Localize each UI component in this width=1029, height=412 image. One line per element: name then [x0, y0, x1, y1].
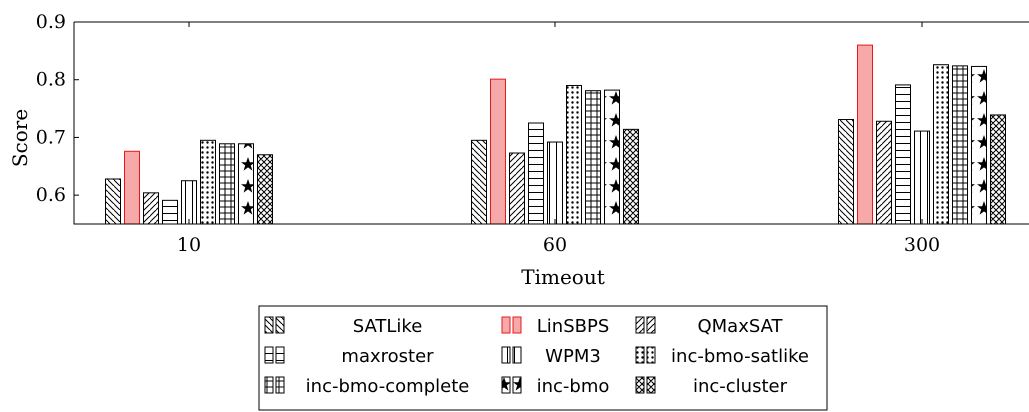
bar-maxroster-300 [895, 84, 911, 225]
bar-WPM3-10 [181, 180, 197, 225]
bar-inc-bmo-satlike-60 [566, 84, 582, 225]
bar-inc-bmo-10 [238, 143, 254, 225]
legend-swatch [501, 346, 511, 364]
bar-LinSBPS-300 [857, 44, 873, 225]
axes: 0.6 0.7 0.8 0.9 10 60 300 [36, 11, 1029, 256]
legend-label: inc-bmo-satlike [671, 346, 809, 367]
legend-box [258, 305, 828, 411]
y-axis-title: Score [8, 109, 32, 167]
bar-inc-bmo-satlike-300 [933, 64, 949, 225]
bar-SATLike-10 [105, 178, 121, 225]
legend-label: QMaxSAT [697, 316, 783, 337]
legend-swatch [635, 346, 645, 364]
bar-maxroster-60 [528, 122, 544, 225]
bar-WPM3-300 [914, 130, 930, 225]
y-tick-label: 0.8 [36, 69, 66, 91]
legend-swatch [275, 316, 285, 334]
x-axis-title: Timeout [521, 265, 605, 289]
legend-swatch [275, 376, 285, 394]
bar-SATLike-60 [471, 139, 487, 225]
bar-inc-cluster-10 [257, 154, 273, 225]
bar-QMaxSAT-10 [143, 192, 159, 225]
bar-inc-bmo-300 [971, 65, 987, 225]
legend-swatch [512, 346, 522, 364]
bar-SATLike-300 [838, 119, 854, 225]
legend-swatch [275, 346, 285, 364]
x-tick-label: 60 [543, 234, 567, 256]
bar-QMaxSAT-300 [876, 120, 892, 225]
legend-swatch [635, 316, 645, 334]
y-tick-label: 0.7 [36, 126, 66, 148]
legend-swatch [646, 316, 656, 334]
x-tick-label: 300 [904, 234, 940, 256]
bar-inc-bmo-60 [604, 89, 620, 225]
bar-inc-bmo-complete-10 [219, 143, 235, 225]
legend-label: inc-bmo [537, 376, 610, 397]
y-tick-label: 0.6 [36, 184, 66, 206]
legend-label: WPM3 [545, 346, 601, 367]
bar-inc-bmo-complete-60 [585, 90, 601, 225]
legend: SATLike LinSBPS QMaxSAT maxroster WPM3 inc-bm… [258, 305, 828, 411]
legend-swatch [646, 376, 656, 394]
bar-inc-bmo-complete-300 [952, 65, 968, 225]
legend-swatch [264, 346, 274, 364]
legend-swatch [635, 376, 645, 394]
bar-inc-cluster-60 [623, 128, 639, 225]
legend-label: inc-bmo-complete [306, 376, 470, 397]
x-tick-label: 10 [177, 234, 201, 256]
bar-WPM3-60 [547, 141, 563, 225]
bar-LinSBPS-60 [490, 78, 506, 225]
bars [105, 44, 1006, 225]
bar-inc-bmo-satlike-10 [200, 139, 216, 225]
legend-swatch [501, 376, 511, 394]
y-tick-label: 0.9 [36, 11, 66, 33]
legend-label: SATLike [353, 316, 423, 337]
legend-label: LinSBPS [537, 316, 610, 337]
axis-frame [73, 21, 1029, 225]
bar-maxroster-10 [162, 199, 178, 225]
bar-inc-cluster-300 [990, 114, 1006, 225]
legend-swatch [264, 316, 274, 334]
legend-label: maxroster [341, 346, 434, 367]
legend-swatch [264, 376, 274, 394]
legend-swatch [646, 346, 656, 364]
legend-label: inc-cluster [693, 376, 788, 397]
bar-LinSBPS-10 [124, 150, 140, 225]
legend-swatch [512, 316, 522, 334]
legend-swatch [512, 376, 522, 394]
bar-QMaxSAT-60 [509, 152, 525, 225]
legend-swatch [501, 316, 511, 334]
